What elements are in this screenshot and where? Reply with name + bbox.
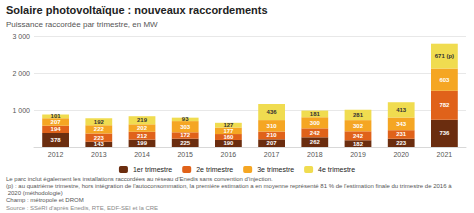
svg-text:210: 210 [267, 132, 278, 138]
svg-text:310: 310 [267, 123, 278, 129]
svg-text:2018: 2018 [307, 151, 323, 158]
svg-text:2017: 2017 [264, 151, 280, 158]
svg-text:2020 (méthodologie): 2020 (méthodologie) [6, 190, 63, 196]
svg-text:378: 378 [51, 137, 62, 143]
svg-text:603: 603 [439, 77, 450, 83]
svg-text:436: 436 [267, 109, 278, 115]
svg-text:303: 303 [180, 124, 191, 130]
svg-text:177: 177 [223, 128, 234, 134]
svg-text:93: 93 [182, 116, 189, 122]
svg-text:302: 302 [353, 123, 364, 129]
svg-text:2013: 2013 [91, 151, 107, 158]
svg-text:2021: 2021 [437, 151, 453, 158]
svg-text:242: 242 [353, 133, 364, 139]
svg-text:231: 231 [396, 131, 407, 137]
svg-text:202: 202 [137, 125, 148, 131]
svg-text:Source : SSéRI d'après Enedis,: Source : SSéRI d'après Enedis, RTE, EDF-… [6, 205, 158, 211]
svg-text:127: 127 [223, 122, 234, 128]
svg-text:182: 182 [353, 141, 364, 147]
svg-text:181: 181 [310, 111, 321, 117]
svg-text:2015: 2015 [177, 151, 193, 158]
svg-text:4e trimestre: 4e trimestre [318, 166, 355, 173]
svg-text:1 000: 1 000 [12, 107, 30, 114]
svg-text:143: 143 [94, 141, 105, 147]
svg-text:2014: 2014 [134, 151, 150, 158]
svg-text:160: 160 [223, 134, 234, 140]
svg-text:2016: 2016 [221, 151, 237, 158]
svg-text:190: 190 [223, 140, 234, 146]
svg-text:3 000: 3 000 [12, 33, 30, 40]
svg-text:300: 300 [310, 120, 321, 126]
svg-text:2e trimestre: 2e trimestre [196, 166, 233, 173]
svg-text:207: 207 [51, 119, 62, 125]
svg-text:Champ : métropole et DROM: Champ : métropole et DROM [6, 197, 84, 203]
svg-text:172: 172 [180, 132, 191, 138]
svg-text:413: 413 [396, 107, 407, 113]
svg-text:671 (p): 671 (p) [435, 53, 454, 59]
svg-text:736: 736 [439, 130, 450, 136]
svg-text:782: 782 [439, 102, 450, 108]
svg-text:Solaire photovoltaïque : nouve: Solaire photovoltaïque : nouveaux raccor… [6, 4, 268, 16]
svg-text:199: 199 [137, 140, 148, 146]
svg-text:192: 192 [94, 119, 105, 125]
svg-text:3e trimestre: 3e trimestre [257, 166, 294, 173]
svg-text:194: 194 [51, 126, 62, 132]
svg-text:222: 222 [94, 126, 105, 132]
svg-text:343: 343 [396, 121, 407, 127]
svg-text:2020: 2020 [393, 151, 409, 158]
svg-text:101: 101 [51, 113, 62, 119]
svg-text:223: 223 [396, 140, 407, 146]
svg-text:1er trimestre: 1er trimestre [133, 166, 172, 173]
svg-text:219: 219 [137, 117, 148, 123]
svg-text:Puissance raccordée par trimes: Puissance raccordée par trimestre, en MW [6, 20, 158, 29]
svg-text:2019: 2019 [350, 151, 366, 158]
svg-text:281: 281 [353, 112, 364, 118]
svg-text:(p) : au quatrième trimestre,: (p) : au quatrième trimestre, hors intég… [6, 183, 452, 189]
svg-text:242: 242 [310, 130, 321, 136]
svg-text:225: 225 [180, 140, 191, 146]
svg-text:262: 262 [310, 139, 321, 145]
svg-text:207: 207 [267, 140, 278, 146]
svg-text:2 000: 2 000 [12, 70, 30, 77]
svg-text:223: 223 [94, 135, 105, 141]
svg-text:212: 212 [137, 133, 148, 139]
svg-text:2012: 2012 [48, 151, 64, 158]
svg-text:Le parc inclut également les i: Le parc inclut également les installatio… [6, 176, 273, 182]
